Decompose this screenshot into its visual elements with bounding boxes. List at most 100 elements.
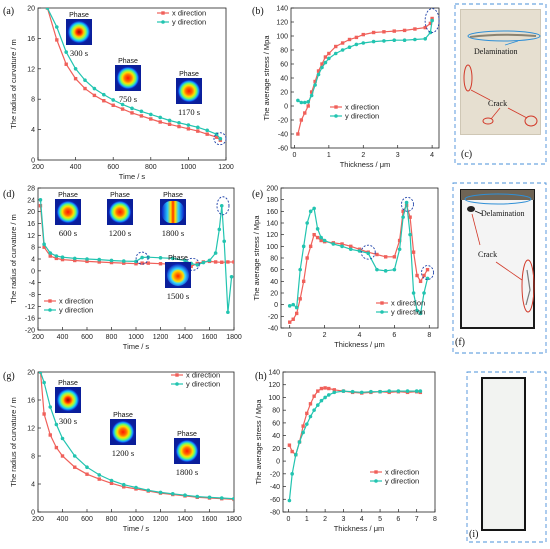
series-line-y-direction	[39, 199, 233, 313]
data-point-y-direction	[102, 92, 106, 97]
data-point-y-direction	[207, 258, 212, 263]
data-point-y-direction	[287, 304, 292, 308]
legend-label-x: x direction	[172, 9, 206, 18]
data-point-x-direction	[334, 44, 338, 49]
y-tick-label: 0	[31, 158, 35, 165]
chart-panel-e: 0 2 4 6 8 -40 -20 0 20 40 60 80 100 120 140 160 180 200 Th…	[252, 186, 439, 349]
y-tick-label: -12	[25, 304, 35, 311]
data-point-y-direction	[121, 482, 126, 487]
data-point-y-direction	[140, 255, 144, 260]
data-point-y-direction	[222, 239, 226, 244]
phase-time-label: 300 s	[70, 48, 88, 58]
data-point-y-direction	[378, 389, 382, 394]
data-point-x-direction	[301, 424, 305, 428]
data-point-y-direction	[305, 422, 309, 426]
data-point-y-direction	[130, 106, 134, 111]
data-point-y-direction	[340, 244, 344, 249]
data-point-y-direction	[361, 41, 366, 45]
data-point-y-direction	[327, 56, 331, 61]
data-point-x-direction	[64, 62, 68, 66]
phase-label: Phase	[179, 71, 199, 78]
data-point-y-direction	[149, 112, 153, 117]
x-tick-label: 8	[433, 516, 437, 523]
data-point-x-direction	[425, 267, 430, 272]
y-tick-label: 4	[31, 257, 35, 264]
y-tick-label: 0	[284, 104, 288, 111]
data-point-y-direction	[291, 302, 296, 307]
data-point-y-direction	[121, 259, 126, 263]
y-tick-label: 120	[276, 20, 288, 27]
photo-frame	[454, 3, 547, 165]
highlight-circle	[360, 244, 376, 260]
highlight-circle	[421, 265, 434, 281]
annotation-arrow	[507, 107, 528, 119]
y-axis-label: The radius of curvature / m	[9, 397, 18, 487]
y-tick-label: 0	[276, 459, 280, 466]
y-tick-label: 0	[274, 302, 278, 309]
x-tick-label: 4	[358, 332, 362, 339]
x-axis-label: Thickness / μm	[340, 160, 391, 169]
x-tick-label: 400	[57, 334, 69, 341]
x-tick-label: 1400	[177, 516, 193, 523]
legend-marker-y	[380, 310, 384, 314]
data-point-y-direction	[301, 244, 306, 249]
data-point-x-direction	[323, 55, 328, 59]
y-tick-label: 140	[276, 6, 288, 13]
legend-marker-y	[161, 20, 165, 24]
data-point-x-direction	[411, 250, 416, 254]
data-point-x-direction	[205, 132, 209, 136]
y-tick-label: 80	[272, 408, 280, 415]
data-point-y-direction	[55, 25, 59, 29]
legend-label-y: y direction	[186, 380, 220, 389]
data-point-y-direction	[387, 389, 392, 393]
data-point-x-direction	[402, 28, 407, 33]
phase-label: Phase	[58, 380, 78, 387]
y-axis-label: The average stress / Mpa	[254, 399, 263, 485]
phase-label: Phase	[177, 431, 197, 438]
y-tick-label: 20	[270, 291, 278, 298]
phase-time-label: 1500 s	[167, 291, 189, 301]
phase-map	[176, 440, 198, 462]
panel-label: (e)	[252, 189, 263, 200]
data-point-x-direction	[140, 261, 144, 265]
x-tick-label: 2	[323, 516, 327, 523]
data-point-x-direction	[340, 41, 345, 45]
delamination-label: Delamination	[474, 47, 518, 56]
y-tick-label: 40	[272, 433, 280, 440]
data-point-x-direction	[130, 111, 134, 115]
x-tick-label: 200	[32, 516, 44, 523]
data-point-y-direction	[97, 473, 102, 477]
data-point-y-direction	[183, 258, 187, 263]
data-point-y-direction	[375, 267, 379, 272]
y-tick-label: 20	[27, 370, 35, 377]
x-tick-label: 1000	[128, 334, 144, 341]
legend-marker-x	[48, 299, 52, 303]
x-tick-label: 1800	[226, 516, 242, 523]
x-tick-label: 200	[32, 334, 44, 341]
data-point-x-direction	[295, 311, 299, 316]
legend-label-y: y direction	[385, 477, 419, 486]
data-point-y-direction	[302, 100, 307, 105]
x-tick-label: 1000	[128, 516, 144, 523]
x-tick-label: 6	[396, 516, 400, 523]
phase-inset: Phase 600 s	[55, 192, 81, 238]
data-point-y-direction	[397, 247, 402, 252]
y-tick-label: -4	[29, 280, 35, 287]
chart-panel-g: 200 400 600 800 1000 1200 1400 1600 1800 0 4 8 12 16 2…	[3, 370, 242, 534]
x-tick-label: 8	[427, 332, 431, 339]
data-point-x-direction	[92, 93, 97, 98]
data-point-x-direction	[309, 90, 314, 94]
data-point-y-direction	[48, 251, 53, 255]
delaminated-strip	[461, 190, 534, 200]
x-tick-label: 1200	[218, 164, 234, 171]
data-point-x-direction	[354, 35, 359, 40]
y-tick-label: 4	[31, 127, 35, 134]
delamination-label: Delamination	[481, 209, 525, 218]
x-tick-label: 0	[288, 332, 292, 339]
y-tick-label: 140	[268, 370, 280, 377]
plate-surface	[485, 380, 522, 528]
crack-label: Crack	[478, 250, 497, 259]
data-point-y-direction	[72, 454, 77, 458]
data-point-y-direction	[408, 232, 412, 237]
data-point-x-direction	[122, 485, 126, 489]
